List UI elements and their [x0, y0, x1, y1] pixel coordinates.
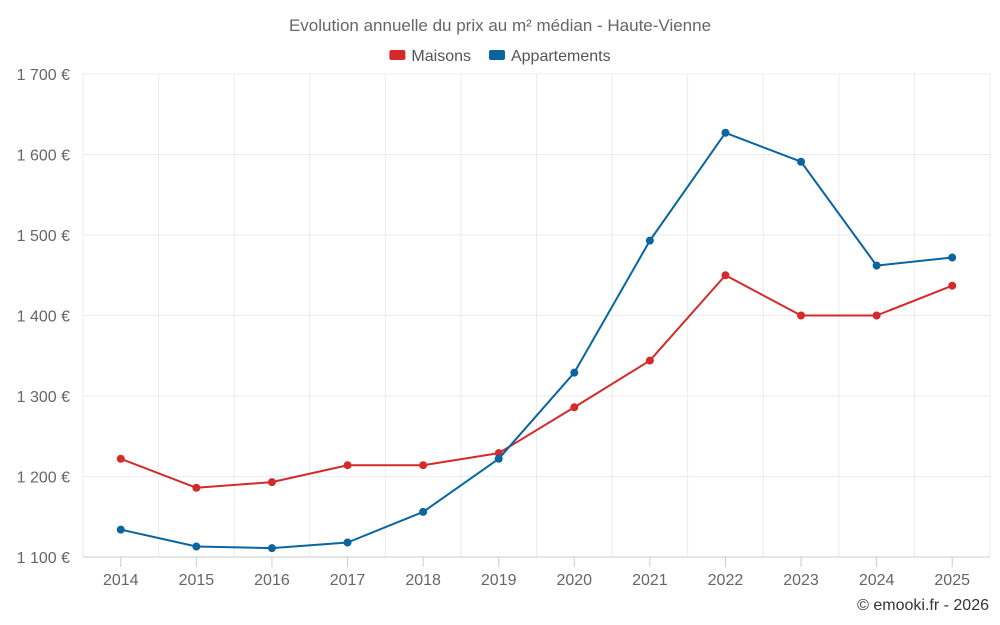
data-point-maisons — [948, 281, 957, 290]
legend-swatch-maisons — [389, 50, 406, 60]
x-tick-label: 2024 — [859, 572, 895, 589]
x-tick-label: 2020 — [556, 572, 592, 589]
x-tick-label: 2017 — [330, 572, 366, 589]
data-point-maisons — [343, 461, 352, 470]
data-point-maisons — [721, 271, 730, 280]
data-point-appartements — [267, 544, 276, 553]
legend-swatch-appartements — [488, 50, 505, 60]
y-axis: 1 100 € 1 200 € 1 300 € 1 400 € 1 500 € 1 600… — [17, 67, 70, 567]
y-tick-label: 1 500 € — [17, 228, 70, 245]
y-tick-label: 1 100 € — [17, 550, 70, 567]
legend-label-appartements: Appartements — [511, 48, 611, 65]
x-tick-label: 2016 — [254, 572, 290, 589]
x-tick-label: 2021 — [632, 572, 668, 589]
data-point-appartements — [419, 507, 428, 516]
data-point-maisons — [570, 403, 579, 412]
chart-title: Evolution annuelle du prix au m² médian … — [289, 16, 711, 35]
x-tick-label: 2019 — [481, 572, 517, 589]
legend-label-maisons: Maisons — [411, 48, 471, 65]
data-point-appartements — [494, 454, 503, 463]
x-tick-label: 2014 — [103, 572, 139, 589]
y-tick-label: 1 200 € — [17, 470, 70, 487]
series-group — [116, 128, 957, 553]
y-tick-label: 1 400 € — [17, 309, 70, 326]
data-point-maisons — [645, 356, 654, 365]
x-tick-label: 2018 — [405, 572, 441, 589]
series-line-maisons — [120, 274, 953, 489]
data-point-appartements — [645, 236, 654, 245]
data-point-maisons — [267, 478, 276, 487]
data-point-appartements — [948, 253, 957, 262]
data-point-maisons — [192, 483, 201, 492]
y-tick-label: 1 700 € — [17, 67, 70, 84]
data-point-appartements — [570, 368, 579, 377]
data-point-appartements — [192, 542, 201, 551]
legend: Maisons Appartements — [389, 48, 611, 65]
series-line-appartements — [120, 131, 953, 550]
y-tick-label: 1 600 € — [17, 148, 70, 165]
data-point-maisons — [116, 454, 125, 463]
data-point-appartements — [721, 128, 730, 137]
credit-text: © emooki.fr - 2026 — [857, 597, 989, 614]
data-point-maisons — [419, 461, 428, 470]
x-tick-label: 2022 — [708, 572, 744, 589]
y-tick-label: 1 300 € — [17, 389, 70, 406]
data-point-appartements — [797, 157, 806, 166]
data-point-maisons — [797, 311, 806, 320]
x-tick-label: 2015 — [179, 572, 215, 589]
data-point-maisons — [872, 311, 881, 320]
x-axis: 2014 2015 2016 2017 2018 2019 2020 2021 2022 2023… — [83, 556, 990, 589]
data-point-appartements — [343, 538, 352, 547]
x-tick-label: 2023 — [783, 572, 819, 589]
x-tick-label: 2025 — [934, 572, 970, 589]
data-point-appartements — [116, 525, 125, 534]
data-point-appartements — [872, 261, 881, 270]
